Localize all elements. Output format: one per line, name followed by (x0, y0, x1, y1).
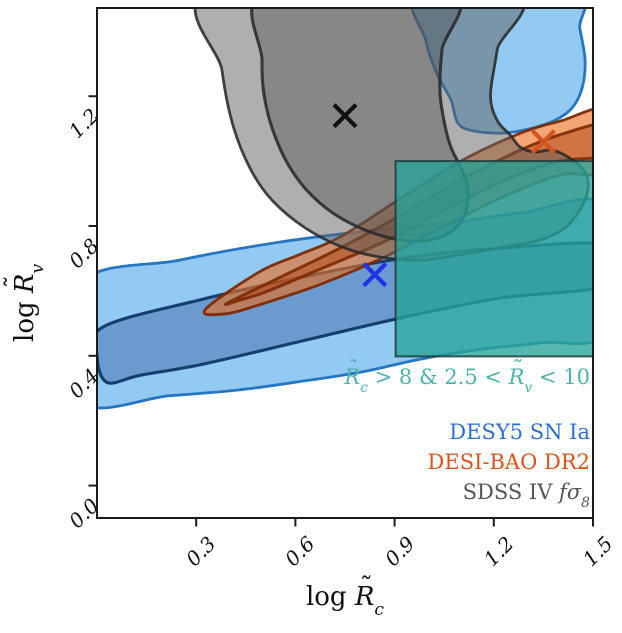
region-annotation-label: R ˜ c > 8 & 2.5 < R ˜ v < 10 (344, 356, 590, 396)
axes-frame-layer (88, 7, 594, 527)
selection-region-box (394, 160, 593, 358)
y-axis-label: log R ˜ v (1, 263, 48, 342)
tilde-accent: ˜ (1, 275, 32, 289)
desy5-best-fit-marker (362, 262, 388, 288)
desi-best-fit-marker (530, 129, 556, 155)
legend-item-desi-bao: DESI-BAO DR2 (427, 450, 590, 474)
sdss-best-fit-marker (332, 103, 358, 129)
axes-frame (96, 7, 594, 519)
legend-item-desy5: DESY5 SN Ia (449, 420, 590, 444)
tilde-accent: ˜ (359, 573, 373, 604)
tilde-accent: ˜ (512, 356, 524, 381)
legend-item-sdss: SDSS IV fσ8 (462, 480, 590, 511)
tilde-accent: ˜ (348, 356, 359, 381)
contour-layer (97, 8, 593, 410)
x-axis-label: log R ˜ c (305, 573, 385, 620)
